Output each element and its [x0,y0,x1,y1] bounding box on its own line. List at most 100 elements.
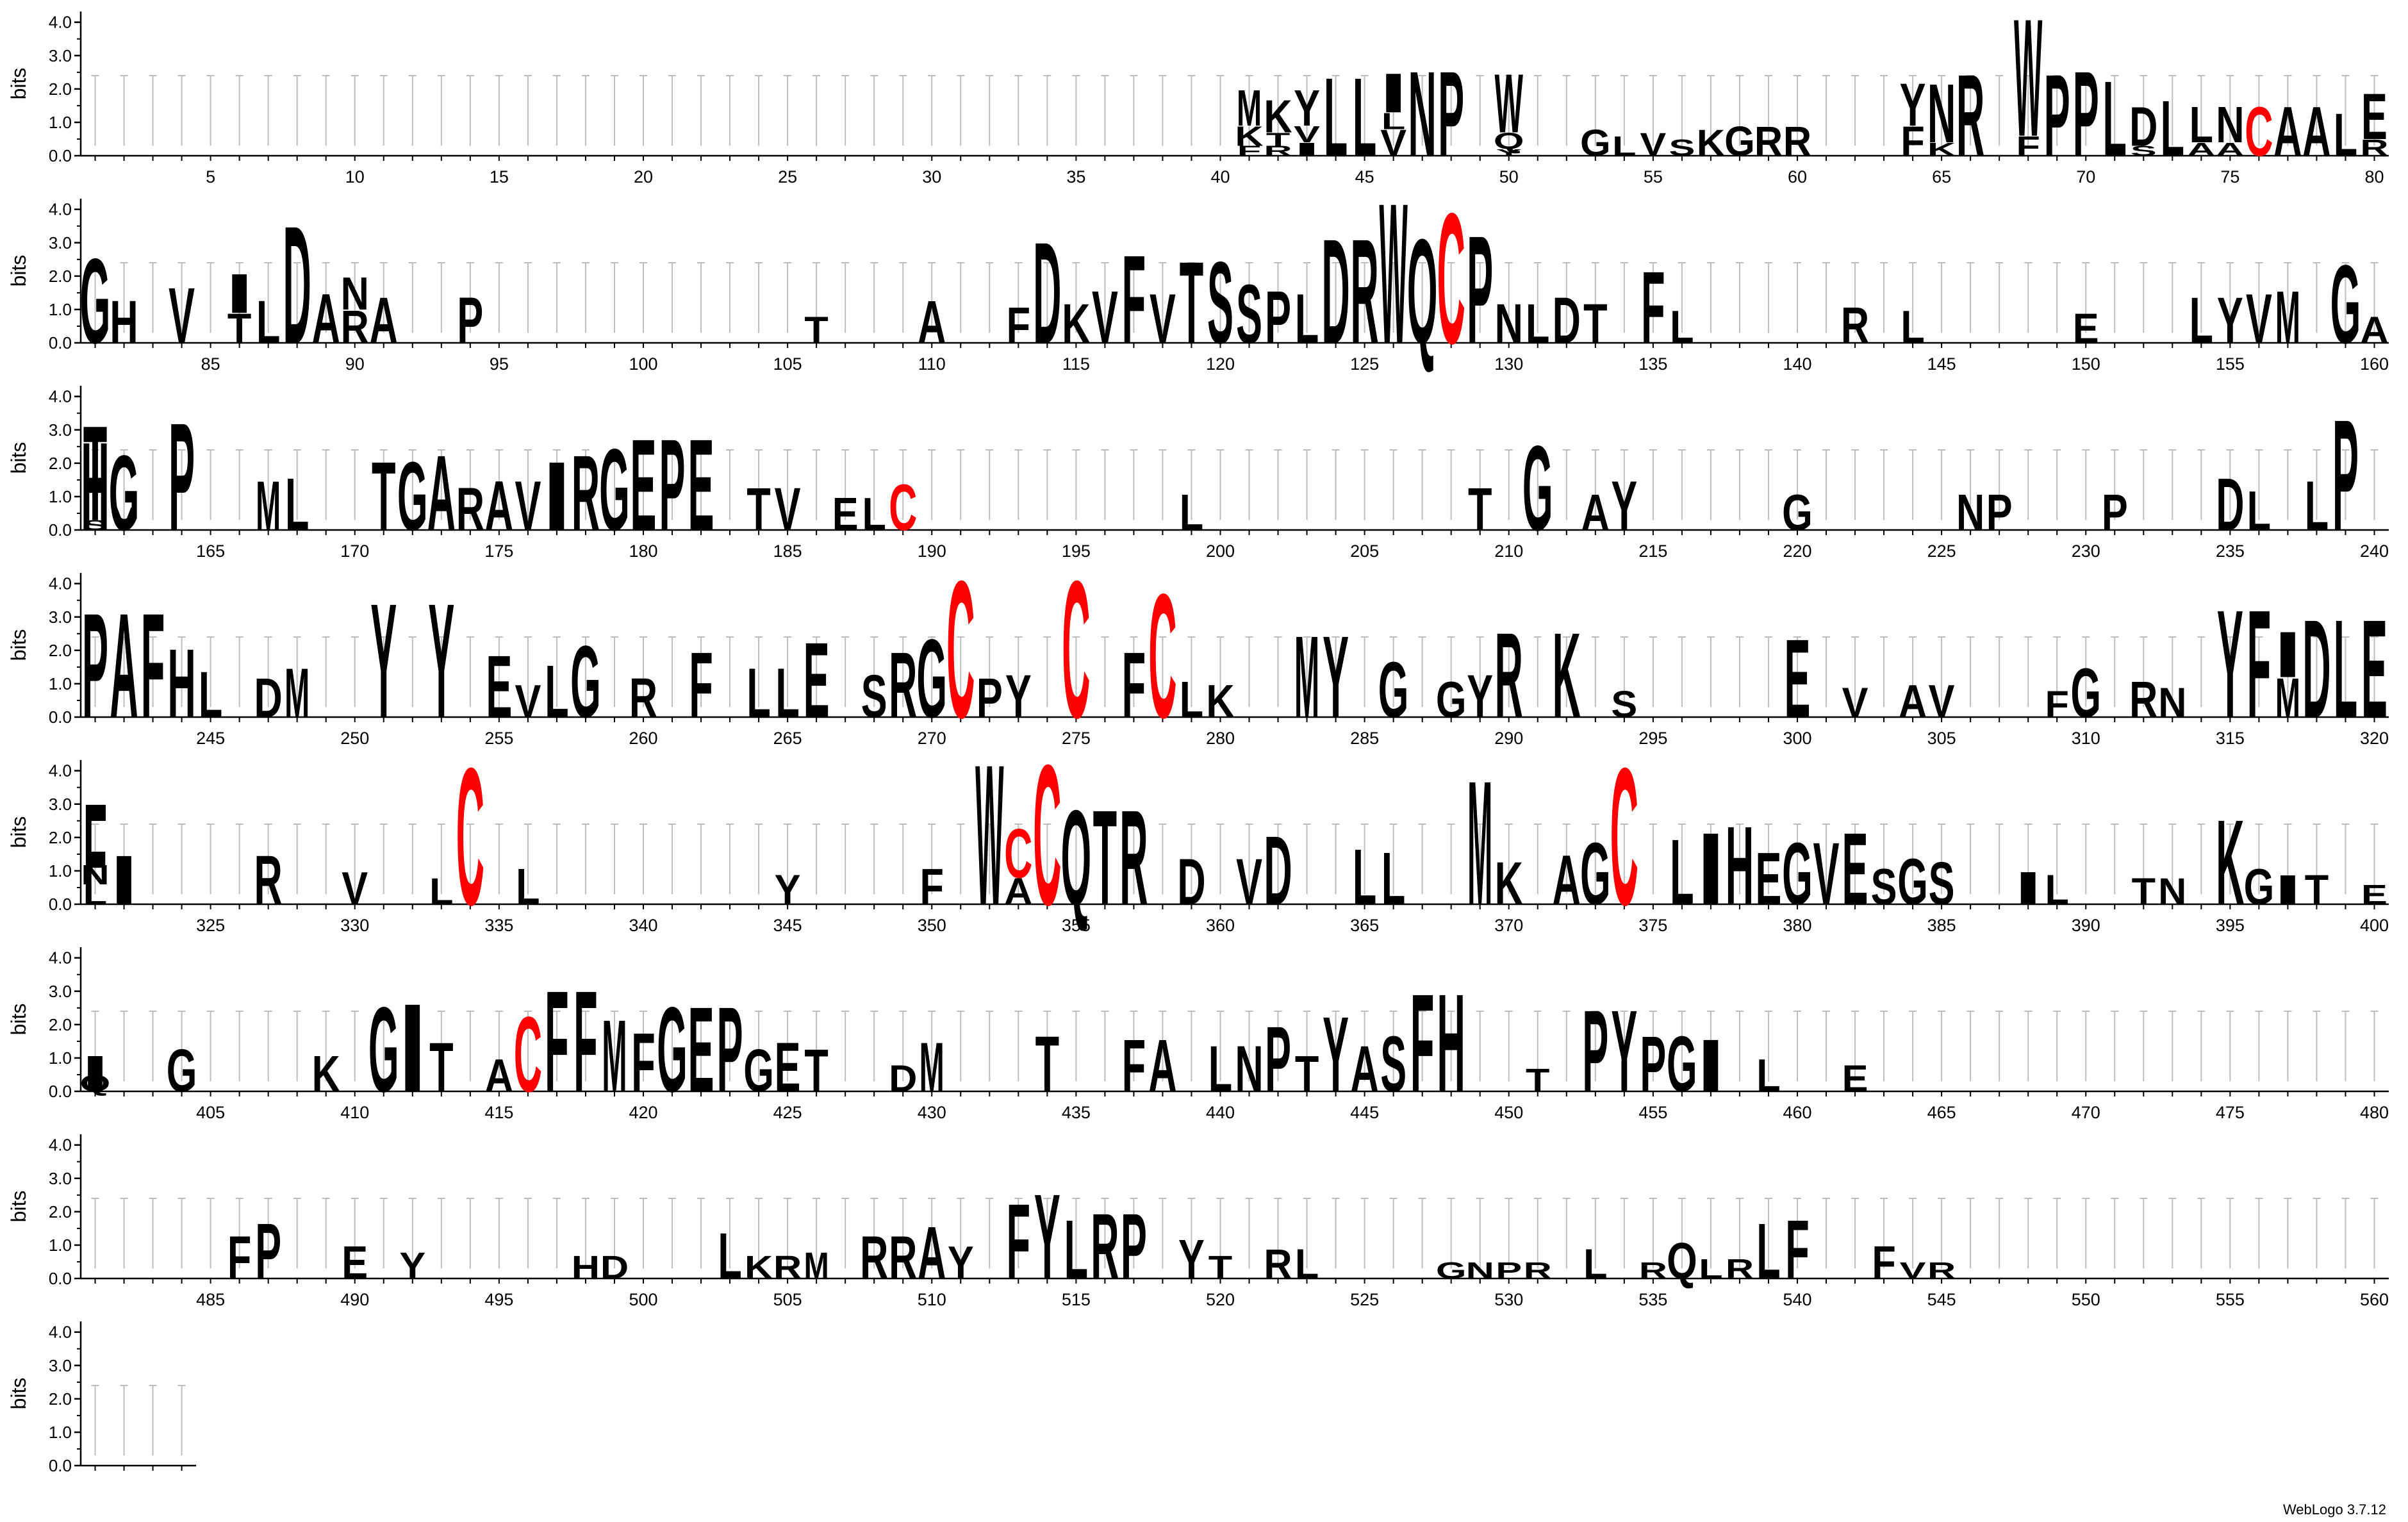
logo-letter-F-316: F [2247,578,2271,750]
logo-letter-N-90: N [341,268,369,320]
logo-letter-F-350: F [920,858,944,916]
x-tick-label: 45 [1355,167,1374,186]
logo-letter-R-327: R [254,841,283,919]
logo-letter-T-184: T [746,476,770,543]
logo-letter-M-283: M [1294,613,1319,743]
x-tick-label: 500 [629,1290,657,1309]
logo-letter-R-260: R [629,666,657,729]
logo-letter-L-168: L [285,463,309,546]
logo-letter-E-425: E [775,1028,801,1106]
x-tick-label: 470 [2072,1103,2100,1122]
logo-letter-V-162: V [111,500,137,537]
logo-letter-D-235: D [2216,463,2244,546]
x-tick-label: 130 [1494,354,1523,374]
logo-letter-T-171: T [372,442,395,551]
y-axis-label: bits [7,1191,30,1223]
logo-letter-D-88: D [283,192,311,379]
x-tick-label: 15 [490,167,509,186]
logo-letter-N-529: N [1466,1257,1494,1284]
x-tick-label: 25 [778,167,797,186]
x-tick-label: 390 [2072,916,2100,935]
x-tick-label: 560 [2360,1290,2389,1309]
logo-letter-D-362: D [1264,816,1292,925]
logo-letter-Q-50: Q [1494,128,1524,154]
y-tick-label: 4.0 [49,948,72,968]
logo-letter-W-126: W [1379,163,1407,386]
logo-letter-L-236: L [2247,479,2271,542]
logo-letter-L-44: L [1324,55,1348,180]
logo-letter-P-227: P [1986,484,2013,542]
x-tick-label: 495 [484,1290,513,1309]
logo-letter-L-533: L [1583,1241,1607,1287]
x-tick-label: 215 [1638,542,1667,561]
logo-letter-D-72: D [2129,95,2157,158]
y-tick-label: 1.0 [49,1423,72,1442]
logo-letter-I-86: I [226,262,254,324]
logo-letter-L-45: L [1353,55,1376,180]
logo-letter-D-124: D [1321,209,1349,376]
x-tick-label: 115 [1062,354,1090,374]
x-tick-label: 340 [629,916,657,935]
logo-letter-N-75: N [2216,96,2244,154]
logo-letter-G-384: G [1897,845,1928,918]
logo-letter-I-412: I [399,977,427,1118]
logo-letter-E-400: E [2361,879,2387,910]
x-tick-label: 150 [2072,354,2100,374]
logo-letter-G-179: G [599,424,630,555]
logo-letter-T-398: T [2305,867,2329,913]
logo-letter-E-379: E [1756,837,1782,920]
logo-letter-V-46: V [1380,122,1406,163]
logo-letter-A-160: A [2360,309,2388,351]
logo-letter-L-73: L [2161,84,2184,172]
logo-letter-T-209: T [1468,476,1492,543]
logo-letter-T-443: T [1295,1045,1319,1103]
x-tick-label: 175 [484,542,513,561]
logo-letter-V-55: V [1640,126,1666,163]
logo-letter-Y-444: Y [1323,995,1349,1114]
logo-letter-L-245: L [199,658,222,731]
logo-letter-K-504: K [745,1249,773,1286]
logo-letter-R-516: R [1091,1194,1119,1298]
x-tick-label: 510 [918,1290,946,1309]
x-tick-label: 275 [1062,729,1091,748]
x-tick-label: 20 [634,167,653,186]
logo-letter-L-503: L [718,1220,741,1293]
logo-letter-L-144: L [1901,301,1924,353]
logo-letter-D-359: D [1177,845,1205,918]
y-axis-label: bits [7,255,30,287]
logo-letter-L-537: L [1699,1253,1722,1284]
y-tick-label: 0.0 [49,1456,72,1475]
logo-letter-P-70: P [2073,46,2099,181]
logo-letter-Y-214: Y [1611,467,1637,545]
logo-letter-A-89: A [312,279,340,358]
logo-letter-E-180: E [631,412,657,558]
y-tick-label: 4.0 [49,574,72,593]
logo-letter-F-420: F [631,1015,655,1109]
logo-letter-A-91: A [370,284,398,357]
logo-letter-L-46: L [1381,108,1405,134]
logo-letter-P-94: P [457,284,483,357]
logo-letter-T-42: T [1266,129,1290,150]
logo-letter-T-356: T [1093,782,1117,933]
logo-letter-Y-519: Y [1178,1228,1205,1290]
logo-letter-M-419: M [602,998,627,1113]
y-axis-label: bits [7,816,30,848]
y-tick-label: 2.0 [49,828,72,847]
x-tick-label: 5 [206,167,215,186]
y-axis-label: bits [7,1004,30,1036]
x-tick-label: 30 [922,167,941,186]
x-tick-label: 200 [1206,542,1235,561]
logo-letter-L-87: L [256,288,280,356]
logo-letter-Y-454: Y [1611,986,1637,1116]
logo-letter-G-81: G [80,233,111,368]
logo-letter-G-404: G [167,1037,197,1105]
logo-letter-R-142: R [1841,297,1869,354]
x-tick-label: 315 [2216,729,2245,748]
x-tick-label: 415 [484,1103,513,1122]
logo-letter-R-269: R [889,633,917,737]
logo-letter-P-455: P [1640,1020,1666,1108]
logo-letter-P-48: P [1438,46,1464,181]
logo-letter-E-187: E [832,488,859,540]
logo-letter-P-129: P [1467,204,1493,376]
logo-letter-F-117: F [1122,229,1146,370]
